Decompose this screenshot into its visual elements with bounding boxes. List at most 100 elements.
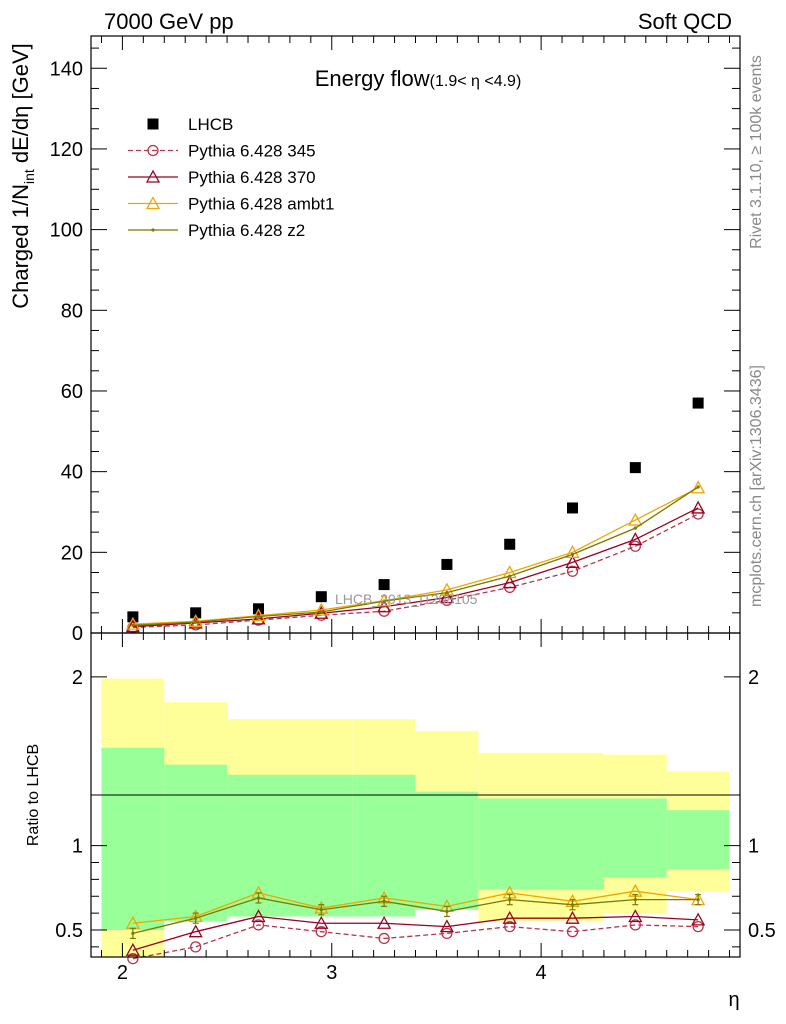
main-point-4-3 xyxy=(319,610,323,614)
rivet-version: Rivet 3.1.10, ≥ 100k events xyxy=(748,55,765,249)
legend-entry-4: Pythia 6.428 z2 xyxy=(128,221,305,240)
main-point-4-7 xyxy=(570,552,575,556)
ratio-series-line-3 xyxy=(132,897,699,935)
ratio-point-3-1 xyxy=(194,916,198,920)
ratio-point-1-5 xyxy=(439,919,454,933)
ratio-y-tick-label-right: 2 xyxy=(748,667,759,689)
ratio-plot-area xyxy=(125,883,706,965)
main-point-2-9 xyxy=(691,500,706,514)
main-series-line-1 xyxy=(132,513,699,629)
ratio-point-1-3 xyxy=(314,915,329,929)
ratio-y-tick-label-right: 0.5 xyxy=(748,920,776,942)
ratio-series-3 xyxy=(129,892,702,940)
band-inner-2 xyxy=(227,774,353,917)
main-point-2-0 xyxy=(125,619,140,633)
ratio-point-1-9 xyxy=(691,912,706,926)
ratio-point-3-6 xyxy=(508,898,512,902)
main-point-3-9 xyxy=(691,480,706,494)
ratio-point-1-4 xyxy=(377,915,392,929)
main-point-0-4 xyxy=(378,579,390,591)
main-point-1-9 xyxy=(692,508,704,520)
main-point-3-1 xyxy=(188,613,203,627)
main-point-4-1 xyxy=(194,620,198,624)
ratio-point-3-2 xyxy=(256,896,261,900)
ratio-y-tick-label: 1 xyxy=(72,836,83,858)
band-inner-7 xyxy=(666,810,730,870)
main-point-3-0 xyxy=(125,616,140,630)
main-y-axis: 0 20 40 60 80 100 120 140 xyxy=(50,47,740,645)
legend-entry-2: Pythia 6.428 370 xyxy=(128,168,316,187)
main-plot-area xyxy=(125,397,706,634)
main-point-0-9 xyxy=(692,397,704,409)
ratio-series-line-1 xyxy=(132,915,699,951)
main-point-4-9 xyxy=(696,485,700,489)
legend-label-3: Pythia 6.428 ambt1 xyxy=(188,195,334,214)
band-inner-0 xyxy=(101,747,165,930)
ratio-y-tick-label-right: 1 xyxy=(748,836,759,858)
main-y-tick-label: 80 xyxy=(61,300,83,322)
ratio-point-1-6 xyxy=(502,910,517,924)
main-point-3-2 xyxy=(251,608,266,622)
ratio-point-0-7 xyxy=(566,926,579,938)
legend-entry-3: Pythia 6.428 ambt1 xyxy=(128,195,334,214)
main-y-axis-label: Charged 1/Nint dE/dη [GeV] xyxy=(8,43,37,309)
mcplots-credit: mcplots.cern.ch [arXiv:1306.3436] xyxy=(748,365,765,607)
main-title: Energy flow(1.9< η <4.9) xyxy=(315,66,522,91)
legend-label-0: LHCB xyxy=(188,115,233,134)
main-y-tick-label: 40 xyxy=(61,462,83,484)
x-tick-label: 3 xyxy=(326,962,337,984)
ratio-point-1-7 xyxy=(565,910,580,924)
main-point-2-2 xyxy=(251,611,266,625)
main-point-3-3 xyxy=(314,602,329,616)
uncertainty-bands xyxy=(101,678,730,957)
main-series-line-2 xyxy=(132,507,699,628)
main-point-4-5 xyxy=(445,591,449,595)
main-point-0-6 xyxy=(504,538,516,550)
legend-marker-3 xyxy=(145,196,161,210)
ratio-point-0-4 xyxy=(378,932,390,945)
main-series-4 xyxy=(131,485,700,627)
legend-label-1: Pythia 6.428 345 xyxy=(188,142,316,161)
main-point-2-7 xyxy=(565,555,580,569)
ratio-point-0-1 xyxy=(190,941,202,953)
main-y-tick-label: 100 xyxy=(50,220,83,242)
ratio-point-0-5 xyxy=(441,927,453,940)
legend: LHCB Pythia 6.428 345 Pythia 6.428 370 Pyth… xyxy=(128,115,334,240)
ratio-y-axis: 0.5 0.5 1 1 2 2 xyxy=(55,667,776,948)
main-point-0-8 xyxy=(629,462,641,474)
legend-marker-1 xyxy=(147,144,159,157)
main-series-0 xyxy=(127,397,704,623)
main-point-0-7 xyxy=(567,502,579,514)
band-inner-4 xyxy=(415,791,479,910)
legend-marker-2 xyxy=(145,169,161,183)
main-point-0-3 xyxy=(315,591,327,603)
legend-label-4: Pythia 6.428 z2 xyxy=(188,221,305,240)
legend-marker-0 xyxy=(147,118,159,130)
main-y-tick-label: 20 xyxy=(61,542,83,564)
legend-label-2: Pythia 6.428 370 xyxy=(188,168,316,187)
main-point-2-6 xyxy=(502,575,517,589)
x-axis: 2 3 4 xyxy=(100,36,731,984)
ratio-y-tick-label: 0.5 xyxy=(55,920,83,942)
main-point-4-8 xyxy=(633,526,637,530)
main-point-0-1 xyxy=(190,607,202,619)
ratio-point-0-9 xyxy=(692,920,704,933)
x-tick-label: 2 xyxy=(117,962,128,984)
band-inner-3 xyxy=(352,774,416,917)
ratio-point-1-0 xyxy=(125,942,140,956)
main-point-3-7 xyxy=(565,544,580,558)
x-axis-label: η xyxy=(728,989,739,1011)
main-series-1 xyxy=(127,508,704,634)
legend-entry-0: LHCB xyxy=(147,115,233,134)
ratio-point-0-3 xyxy=(315,926,327,938)
main-panel: 0 20 40 60 80 100 120 140 Charged 1/Nint dE/dη … xyxy=(8,35,741,645)
main-point-4-0 xyxy=(131,623,135,627)
ratio-point-1-1 xyxy=(188,924,203,938)
ratio-point-0-8 xyxy=(629,919,641,931)
ratio-panel: 0.5 0.5 1 1 2 2 2 3 4 Ratio to LHCB η xyxy=(25,36,776,1011)
main-point-0-5 xyxy=(441,558,453,570)
ratio-point-0-0 xyxy=(127,953,139,965)
main-y-tick-label: 140 xyxy=(50,58,83,80)
ratio-point-0-6 xyxy=(504,920,516,933)
